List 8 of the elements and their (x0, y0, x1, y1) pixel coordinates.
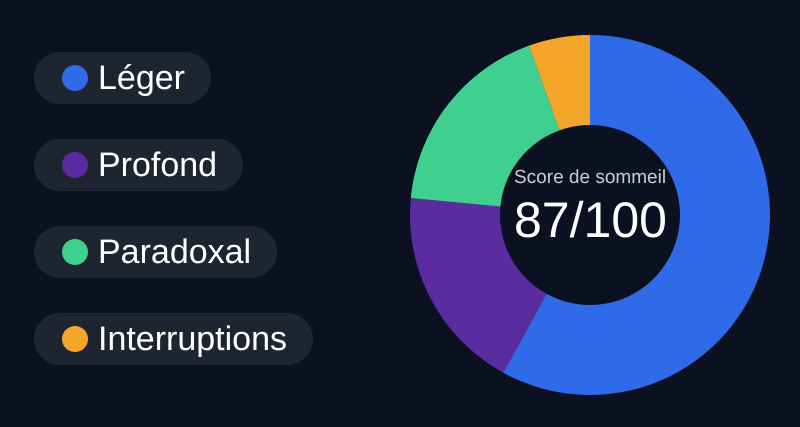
legend-label: Profond (98, 146, 218, 184)
text: Score de sommeil (514, 167, 666, 188)
text: 87/100 (514, 192, 667, 248)
legend-label: Paradoxal (98, 232, 252, 272)
donut-slice (503, 35, 770, 395)
legend-label: Interruptions (98, 320, 287, 358)
legend-label: Léger (98, 58, 185, 98)
donut-slice (529, 35, 590, 130)
